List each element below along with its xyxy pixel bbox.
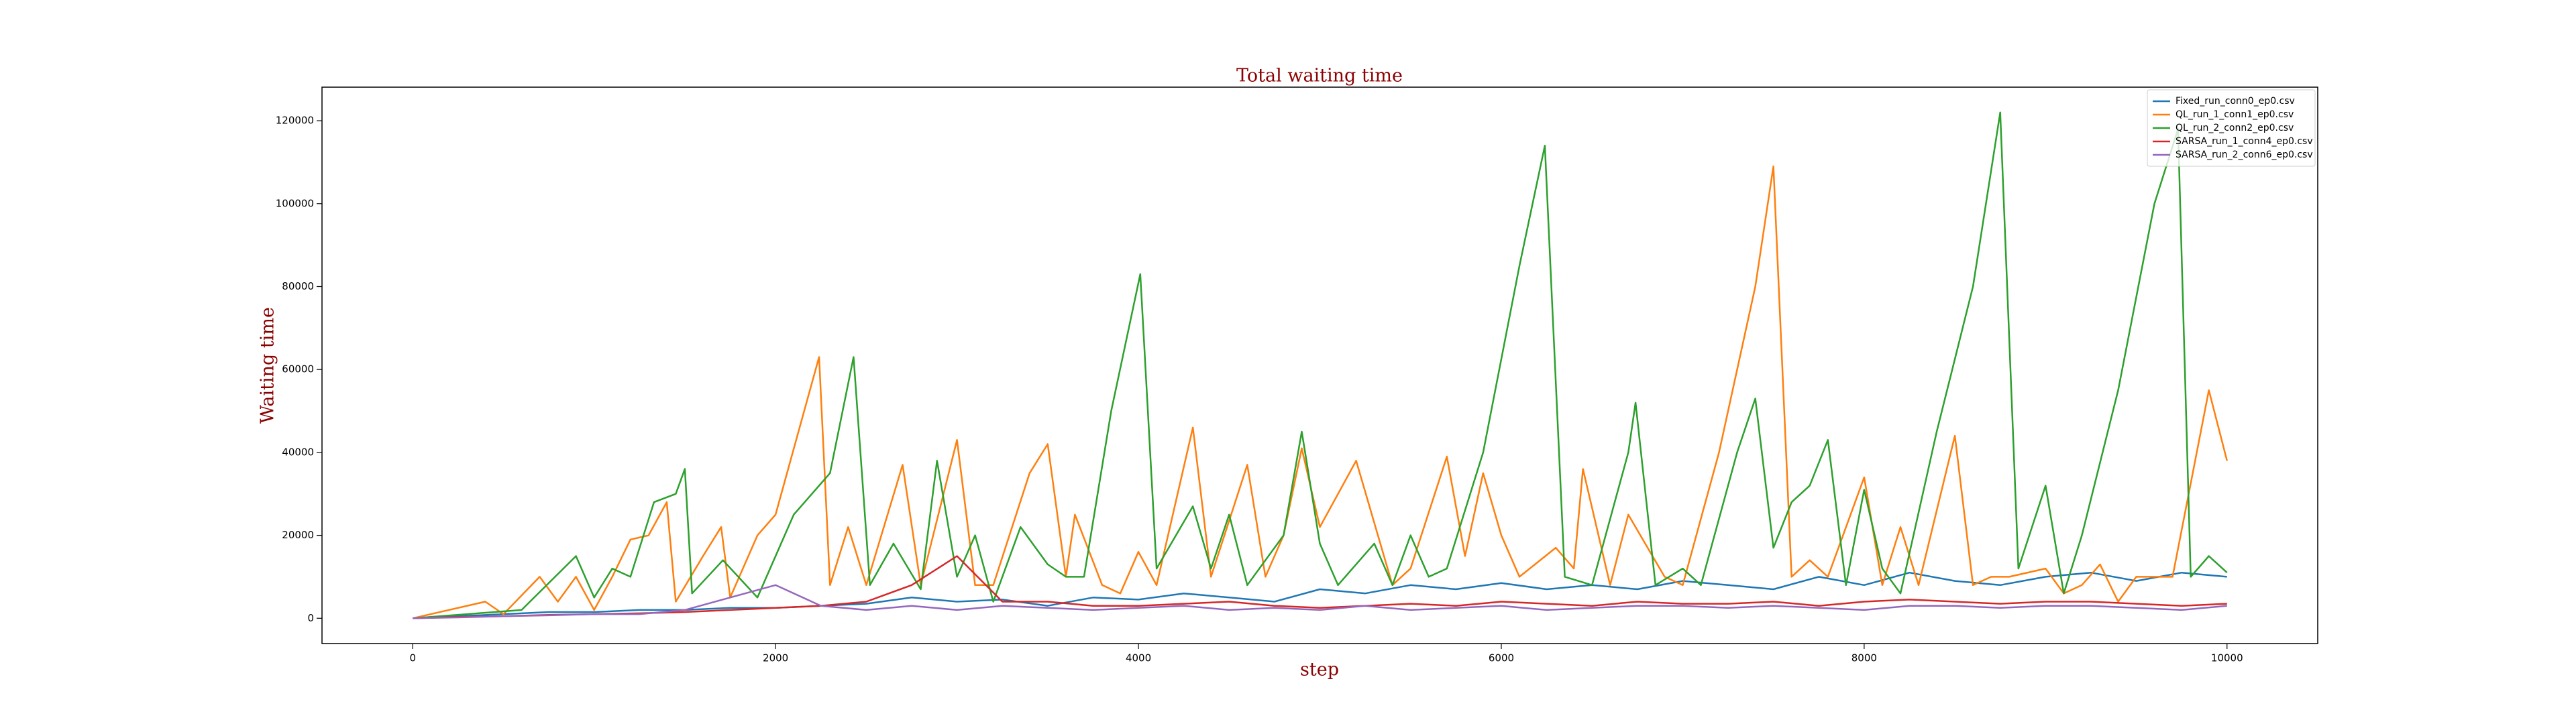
x-axis-label: step [1300, 660, 1339, 680]
y-tick-label: 20000 [282, 529, 314, 541]
series-line [413, 555, 2227, 619]
legend-box [2147, 89, 2316, 167]
plot-frame [321, 86, 2318, 644]
x-tick-label: 2000 [763, 652, 788, 664]
x-tick-label: 4000 [1126, 652, 1151, 664]
y-tick-label: 0 [307, 612, 314, 624]
series-line [412, 165, 2229, 619]
legend-label: SARSA_run_1_conn4_ep0.csv [2176, 136, 2313, 147]
y-tick-label: 100000 [276, 197, 314, 209]
x-tick-label: 0 [409, 652, 416, 664]
y-tick-label: 80000 [282, 280, 314, 292]
legend-label: Fixed_run_conn0_ep0.csv [2176, 96, 2295, 107]
y-tick-label: 120000 [276, 115, 314, 127]
legend-label: QL_run_1_conn1_ep0.csv [2176, 109, 2294, 120]
series-line [413, 571, 2227, 619]
series-line [413, 111, 2228, 619]
y-axis-label: Waiting time [258, 307, 278, 424]
legend-label: SARSA_run_2_conn6_ep0.csv [2176, 149, 2313, 160]
series-line [413, 584, 2227, 619]
x-tick-label: 8000 [1851, 652, 1877, 664]
chart-title: Total waiting time [1236, 66, 1403, 86]
y-tick-label: 60000 [282, 363, 314, 375]
x-tick-label: 10000 [2211, 652, 2243, 664]
y-tick-label: 40000 [282, 446, 314, 458]
legend-label: QL_run_2_conn2_ep0.csv [2176, 123, 2294, 133]
x-tick-label: 6000 [1489, 652, 1514, 664]
